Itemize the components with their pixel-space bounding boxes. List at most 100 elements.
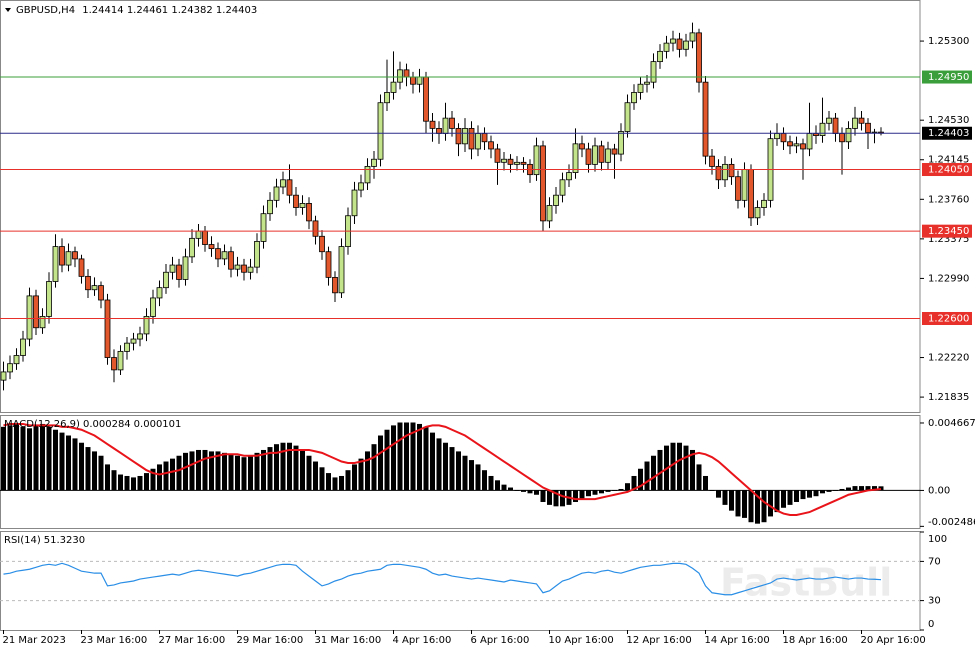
- macd-bar: [189, 451, 195, 491]
- candle-body: [202, 230, 208, 245]
- macd-bar: [443, 442, 448, 491]
- candle-body: [754, 207, 761, 219]
- macd-bar: [235, 455, 240, 491]
- candle-body: [143, 316, 150, 335]
- close-value: 1.24403: [216, 5, 257, 16]
- macd-bar: [215, 451, 221, 491]
- candle-body: [676, 38, 683, 50]
- candle-body: [104, 299, 111, 358]
- macd-bar: [339, 475, 344, 491]
- candle-body: [46, 281, 52, 317]
- candle-body: [254, 241, 260, 268]
- candle-body: [130, 338, 137, 344]
- macd-bar: [657, 449, 663, 491]
- candle-body: [306, 203, 312, 222]
- macd-bar: [287, 442, 292, 491]
- macd-bar: [358, 458, 364, 491]
- y-tick-label: -0.002486: [928, 517, 975, 528]
- rsi-line: [3, 562, 882, 596]
- candle-body: [117, 350, 124, 371]
- candle-body: [624, 102, 631, 132]
- candle-body: [683, 40, 689, 50]
- candle-body: [7, 363, 13, 373]
- macd-bar: [46, 426, 52, 491]
- candle-body: [806, 133, 813, 150]
- candle-body: [195, 230, 202, 239]
- candle-body: [585, 148, 592, 165]
- candle-body: [156, 287, 163, 299]
- candle-body: [397, 69, 403, 83]
- candle-body: [631, 92, 637, 104]
- macd-bar: [794, 490, 799, 502]
- macd-bar: [735, 490, 741, 517]
- candle-body: [221, 251, 228, 260]
- candle-body: [501, 158, 507, 163]
- y-tick-label: 0.00: [928, 485, 950, 496]
- macd-bar: [872, 486, 877, 491]
- candle-body: [741, 169, 748, 201]
- candle-body: [787, 141, 793, 147]
- candle-body: [39, 316, 46, 329]
- macd-bar: [748, 490, 754, 523]
- candle-body: [124, 342, 130, 352]
- candle-body: [592, 145, 598, 165]
- level-label: 1.22600: [928, 313, 969, 324]
- macd-bar: [852, 486, 858, 491]
- level-label-bg: [922, 224, 972, 238]
- macd-bar: [85, 447, 91, 491]
- candle-body: [78, 258, 85, 277]
- candle-body: [234, 264, 241, 270]
- macd-bar: [105, 464, 110, 491]
- candle-body: [416, 76, 423, 85]
- candle-body: [819, 122, 826, 137]
- macd-bar: [573, 490, 578, 502]
- macd-bar: [644, 461, 650, 491]
- rsi-header: RSI(14) 51.3230: [4, 535, 85, 546]
- macd-bar: [670, 442, 676, 491]
- macd-bar: [345, 470, 351, 491]
- macd-bar: [579, 490, 585, 500]
- indicator-name: RSI(14): [4, 535, 41, 546]
- macd-bar: [170, 458, 175, 491]
- candle-body: [228, 251, 234, 270]
- macd-bar: [209, 451, 214, 491]
- macd-bar: [774, 490, 780, 513]
- macd-bar: [462, 455, 468, 491]
- x-tick-label: 14 Apr 16:00: [705, 635, 770, 646]
- x-tick-label: 23 Mar 16:00: [81, 635, 148, 646]
- x-tick-label: 27 Mar 16:00: [159, 635, 226, 646]
- candle-body: [403, 69, 410, 78]
- macd-bar: [157, 464, 162, 491]
- candle-body: [728, 163, 735, 178]
- y-tick-label: 1.21835: [928, 392, 969, 403]
- macd-bar: [800, 490, 806, 500]
- y-tick-label: 0.004667: [928, 418, 975, 429]
- macd-bar: [839, 488, 845, 491]
- y-tick-label: 1.24530: [928, 115, 969, 126]
- candle-body: [176, 264, 182, 280]
- macd-bar: [53, 429, 58, 491]
- candle-body: [208, 244, 215, 250]
- macd-bar: [397, 422, 403, 491]
- macd-bar: [202, 449, 208, 491]
- candle-body: [384, 92, 390, 104]
- macd-bar: [625, 483, 630, 491]
- candle-body: [559, 179, 566, 196]
- macd-bar: [716, 490, 721, 498]
- macd-bar: [33, 425, 39, 491]
- macd-bar: [20, 426, 26, 491]
- candle-body: [813, 133, 819, 137]
- candle-body: [299, 203, 306, 208]
- candle-body: [273, 186, 280, 201]
- candle-body: [689, 32, 696, 42]
- candle-body: [429, 120, 436, 129]
- macd-bar: [410, 422, 416, 491]
- candle-body: [423, 76, 429, 122]
- candle-body: [280, 179, 286, 188]
- candle-body: [696, 32, 702, 83]
- candle-body: [598, 145, 605, 163]
- candle-body: [546, 205, 553, 222]
- macd-bar: [768, 490, 773, 517]
